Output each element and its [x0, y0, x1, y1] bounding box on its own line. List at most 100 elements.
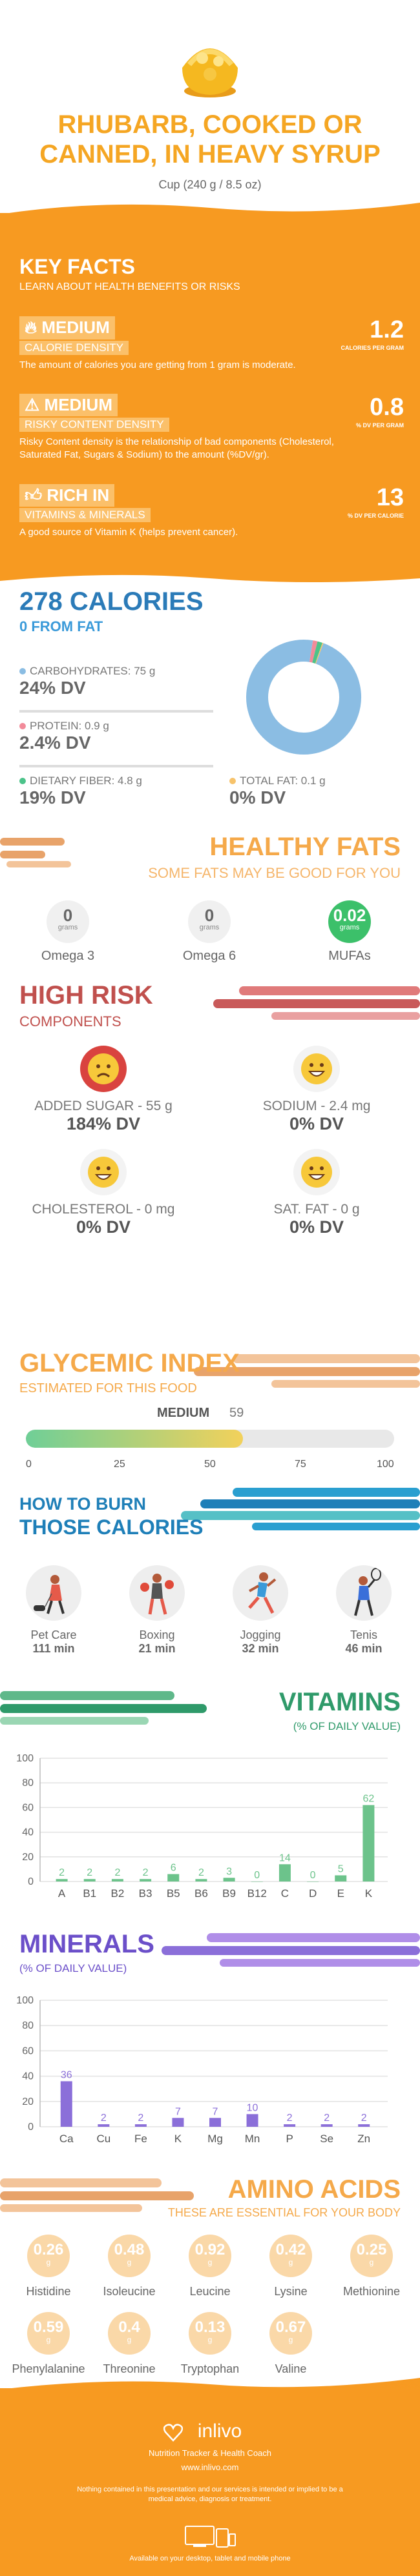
bar-value-label: 10	[247, 2102, 258, 2113]
risk-sodium: SODIUM - 2.4 mg 0% DV	[220, 1046, 414, 1134]
omega6-label: Omega 6	[182, 949, 236, 963]
worried-face-icon	[80, 1046, 127, 1092]
fat-dot	[229, 778, 236, 784]
burn-calories-section: HOW TO BURN THOSE CALORIES Pet Care 111 …	[0, 1485, 420, 1698]
divider	[19, 765, 213, 767]
donut-slice-protein	[309, 640, 318, 663]
wave-bottom	[0, 573, 420, 582]
x-tick-label: K	[174, 2133, 182, 2145]
gi-tick: 25	[114, 1459, 125, 1470]
protein-dot	[19, 723, 26, 729]
decor-stripes	[162, 1933, 420, 1967]
mufa-circle: 0.02 grams	[328, 900, 371, 943]
y-tick-label: 80	[22, 1778, 34, 1789]
devices-icon	[185, 2526, 236, 2548]
fiber-dot	[19, 778, 26, 784]
high-risk-section: HIGH RISK COMPONENTS ADDED SUGAR - 55 g …	[0, 981, 420, 1246]
bar-B12	[251, 1881, 263, 1882]
grin-face-icon	[80, 1149, 127, 1195]
minerals-bar-chart: 0 20 40 60 80 100 36 Ca 2 Cu 2 Fe 7 K 7 Mg 10 Mn 2 P 2 Se 2 Zn	[16, 1995, 388, 2145]
bar-K	[362, 1805, 375, 1881]
level-badge: 👍︎ RICH IN	[19, 484, 115, 507]
rhubarb-food-image	[182, 48, 238, 97]
food-title: RHUBARB, COOKED OR CANNED, IN HEAVY SYRU…	[39, 110, 381, 168]
heart-logo-icon	[163, 2424, 183, 2442]
y-tick-label: 40	[22, 2071, 34, 2082]
omega6-circle: 0 grams	[188, 900, 231, 943]
bar-Fe	[134, 2124, 147, 2127]
omega3-label: Omega 3	[41, 949, 95, 963]
activity-pet-care: Pet Care 111 min	[5, 1565, 102, 1656]
key-facts-title: KEY FACTS	[19, 255, 135, 278]
fact-unit: CALORIES PER GRAM	[341, 345, 404, 351]
vitamins-title: VITAMINS	[278, 1688, 401, 1716]
risk-sat-fat: SAT. FAT - 0 g 0% DV	[220, 1149, 414, 1237]
bar-Mg	[209, 2118, 221, 2127]
bar-value-label: 2	[198, 1867, 204, 1878]
amino-acids-title: AMINO ACIDS	[227, 2175, 401, 2204]
amino-valine: 0.67 g Valine	[249, 2312, 333, 2376]
x-tick-label: A	[58, 1887, 66, 1900]
bar-value-label: 3	[226, 1866, 232, 1877]
divider	[19, 710, 213, 713]
brand-url[interactable]: www.inlivo.com	[181, 2462, 239, 2472]
amino-acids-subtitle: THESE ARE ESSENTIAL FOR YOUR BODY	[167, 2206, 401, 2219]
fact-unit: % DV PER CALORIE	[347, 512, 404, 519]
thumbs-up-icon: 👍︎	[25, 485, 43, 505]
fact-name: RISKY CONTENT DENSITY	[19, 418, 169, 432]
bar-K	[172, 2118, 184, 2127]
fact-description: The amount of calories you are getting f…	[19, 360, 296, 370]
glycemic-level: MEDIUM	[157, 1406, 210, 1420]
key-facts-section: KEY FACTS LEARN ABOUT HEALTH BENEFITS OR…	[0, 203, 420, 582]
bar-value-label: 5	[338, 1863, 344, 1874]
donut-slice-fiber	[312, 641, 322, 664]
bar-Mn	[246, 2114, 258, 2127]
key-facts-subtitle: LEARN ABOUT HEALTH BENEFITS OR RISKS	[19, 281, 240, 292]
footer: inlivo Nutrition Tracker & Health Coach …	[0, 2378, 420, 2576]
gi-tick: 75	[295, 1459, 306, 1470]
high-risk-title: HIGH RISK	[19, 981, 153, 1009]
calories-title: 278 CALORIES	[19, 587, 204, 616]
amino-lysine: 0.42 g Lysine	[249, 2235, 333, 2298]
bar-value-label: 6	[171, 1863, 176, 1874]
mufa-label: MUFAs	[328, 949, 371, 963]
grin-face-icon	[293, 1046, 340, 1092]
amino-isoleucine: 0.48 g Isoleucine	[87, 2235, 171, 2298]
y-tick-label: 60	[22, 1802, 34, 1813]
y-tick-label: 0	[28, 2122, 34, 2133]
minerals-title: MINERALS	[19, 1930, 154, 1958]
fact-name: VITAMINS & MINERALS	[19, 508, 151, 522]
fact-value: 13	[376, 484, 404, 511]
protein-item: PROTEIN: 0.9 g 2.4% DV	[19, 720, 109, 753]
x-tick-label: Cu	[96, 2133, 110, 2145]
bar-A	[56, 1879, 68, 1881]
y-tick-label: 20	[22, 1852, 34, 1863]
disclaimer: Nothing contained in this presentation a…	[77, 2486, 343, 2503]
x-tick-label: B9	[222, 1887, 236, 1900]
donut-slice-carbs	[246, 640, 361, 755]
bar-value-label: 7	[213, 2106, 218, 2117]
risk-cholesterol: CHOLESTEROL - 0 mg 0% DV	[6, 1149, 200, 1237]
bar-value-label: 7	[175, 2106, 181, 2117]
amino-tryptophan: 0.13 g Tryptophan	[168, 2312, 252, 2376]
bar-value-label: 2	[287, 2113, 293, 2124]
jogging-icon	[233, 1565, 288, 1621]
x-tick-label: Mn	[245, 2133, 260, 2145]
fiber-item: DIETARY FIBER: 4.8 g 19% DV	[19, 775, 142, 807]
healthy-fats-section: HEALTHY FATS SOME FATS MAY BE GOOD FOR Y…	[0, 833, 420, 981]
serving-size: Cup (240 g / 8.5 oz)	[158, 178, 262, 191]
x-tick-label: B2	[111, 1887, 125, 1900]
fact-description: A good source of Vitamin K (helps preven…	[19, 527, 238, 538]
level-badge: 🔥︎ MEDIUM	[19, 316, 115, 340]
activity-boxing: Boxing 21 min	[109, 1565, 205, 1656]
bar-B2	[111, 1879, 123, 1881]
fact-value: 1.2	[370, 316, 404, 343]
bar-value-label: 0	[310, 1870, 316, 1881]
bar-B9	[223, 1878, 235, 1881]
grin-face-icon	[293, 1149, 340, 1195]
x-tick-label: B3	[139, 1887, 152, 1900]
bar-value-label: 2	[114, 1867, 120, 1878]
fact-calorie-density: 🔥︎ MEDIUM CALORIE DENSITY The amount of …	[19, 316, 404, 372]
amino-histidine: 0.26 g Histidine	[6, 2235, 90, 2298]
